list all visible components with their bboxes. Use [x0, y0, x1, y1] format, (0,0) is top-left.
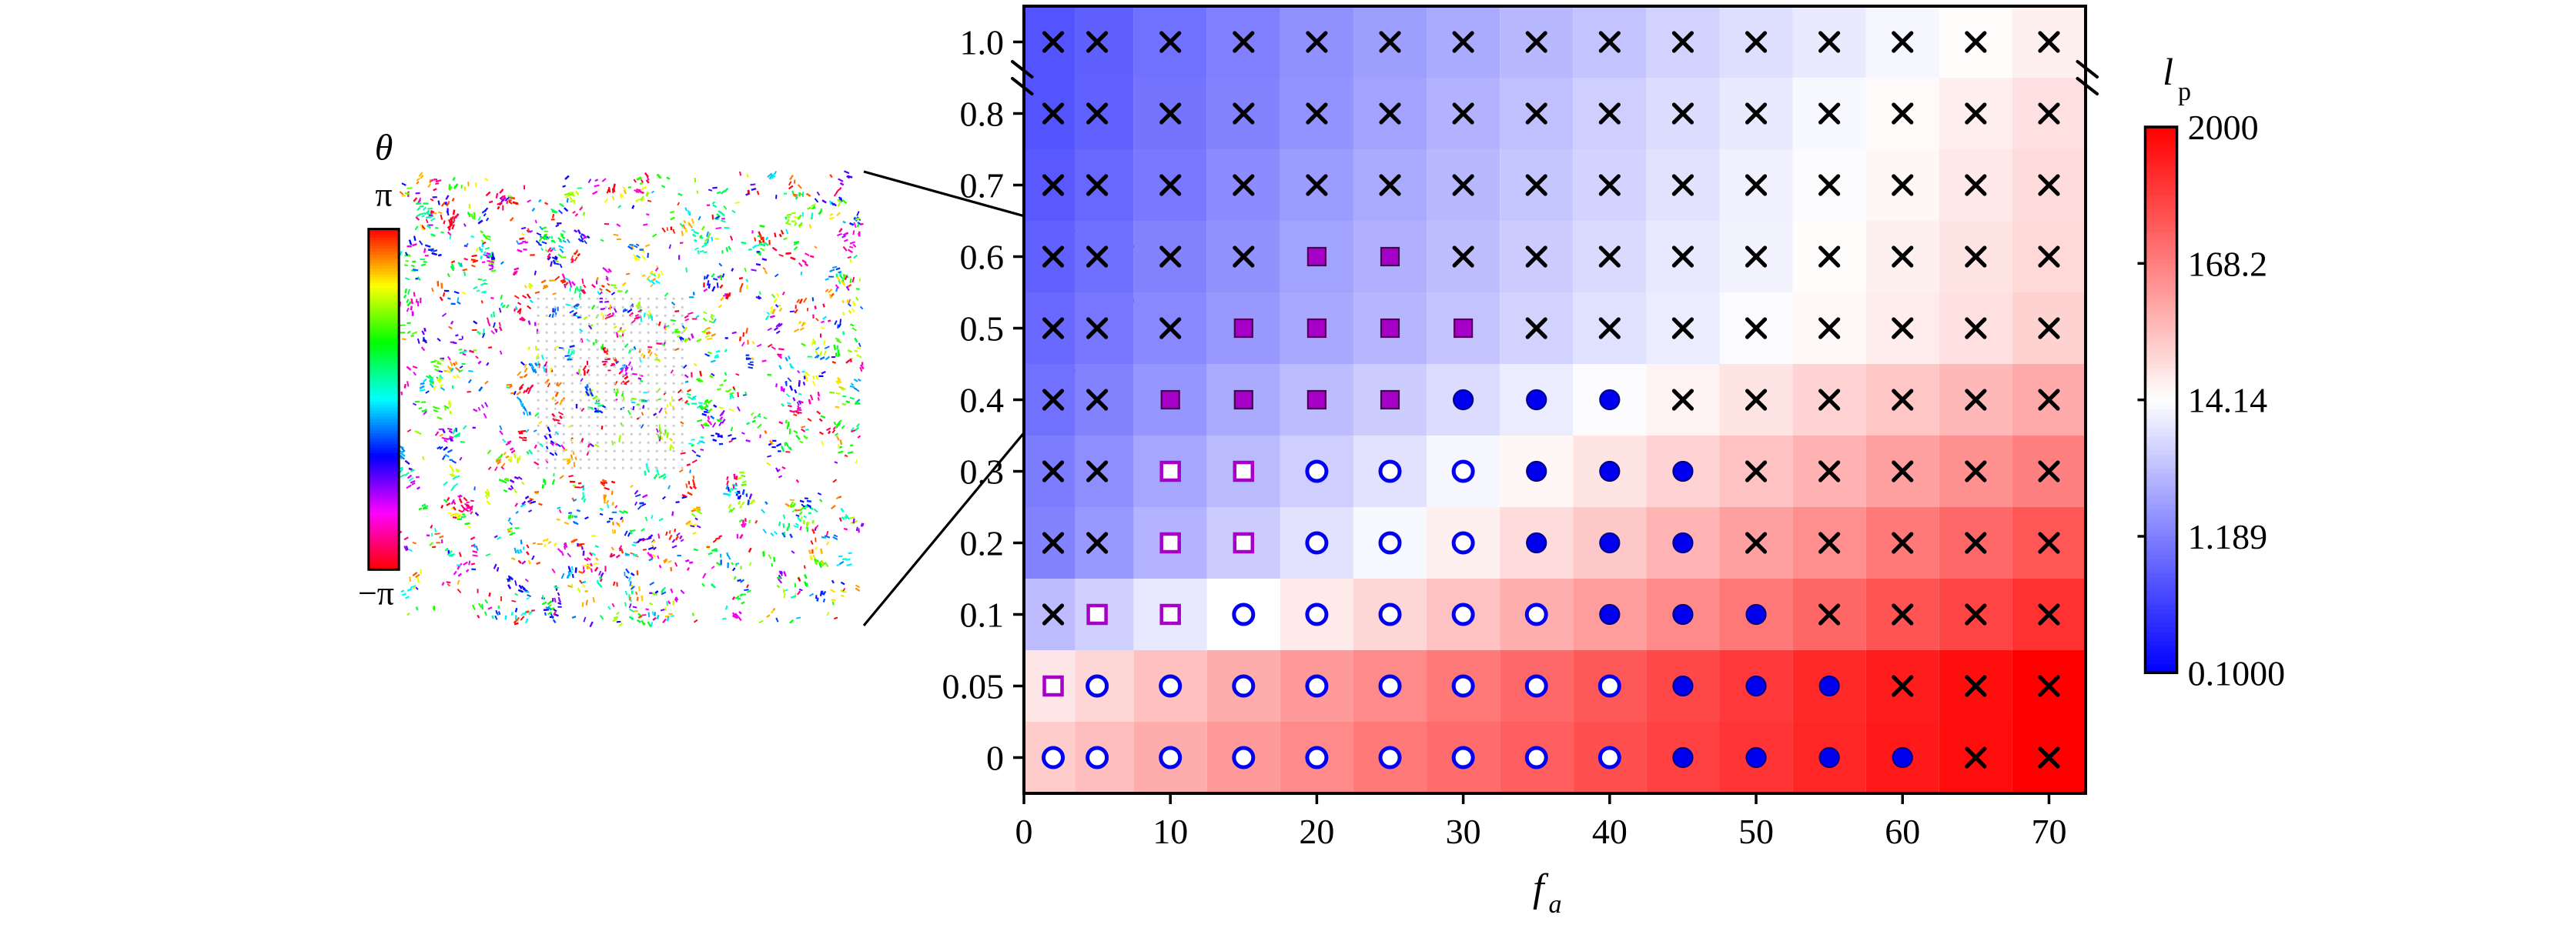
svg-text:1.189: 1.189: [2188, 517, 2268, 556]
svg-text:0.8: 0.8: [960, 95, 1005, 134]
svg-text:50: 50: [1738, 812, 1774, 851]
svg-text:0.05: 0.05: [942, 667, 1005, 706]
svg-text:0.7: 0.7: [960, 166, 1005, 205]
svg-text:θ: θ: [375, 128, 393, 169]
svg-text:40: 40: [1592, 812, 1628, 851]
svg-text:0.1000: 0.1000: [2188, 653, 2286, 693]
svg-text:0.3: 0.3: [960, 452, 1005, 492]
svg-text:0: 0: [1015, 812, 1033, 851]
svg-text:p: p: [2178, 78, 2191, 106]
svg-text:14.14: 14.14: [2188, 381, 2268, 420]
svg-text:30: 30: [1446, 812, 1481, 851]
svg-text:168.2: 168.2: [2188, 244, 2268, 283]
svg-text:0.5: 0.5: [960, 309, 1005, 349]
svg-text:0.4: 0.4: [960, 381, 1005, 420]
svg-text:60: 60: [1885, 812, 1920, 851]
svg-text:10: 10: [1153, 812, 1188, 851]
svg-text:0.6: 0.6: [960, 238, 1005, 277]
svg-text:70: 70: [2031, 812, 2066, 851]
svg-text:l: l: [2163, 50, 2173, 93]
svg-text:0.1: 0.1: [960, 596, 1005, 635]
svg-text:0.2: 0.2: [960, 524, 1005, 563]
svg-text:20: 20: [1299, 812, 1334, 851]
svg-text:2000: 2000: [2188, 108, 2259, 147]
svg-text:1.0: 1.0: [960, 23, 1005, 62]
svg-text:π: π: [375, 176, 392, 214]
svg-text:−π: −π: [358, 574, 394, 612]
svg-text:0: 0: [986, 739, 1004, 778]
svg-text:a: a: [1549, 890, 1562, 919]
